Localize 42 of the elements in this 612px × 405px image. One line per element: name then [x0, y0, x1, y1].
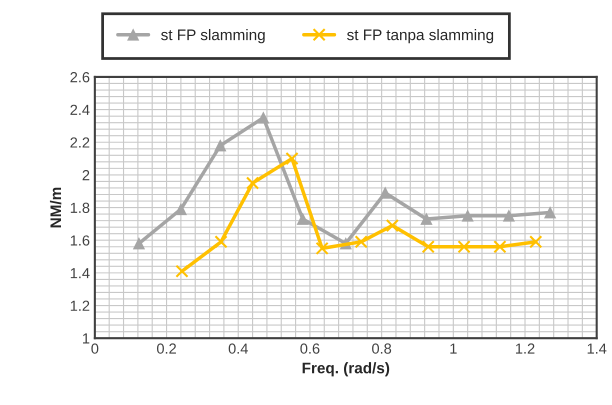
y-tick-label: 2 [82, 170, 90, 180]
point [529, 235, 542, 248]
point [214, 235, 228, 248]
x-tick-label: 0.6 [300, 343, 320, 354]
x-axis-title: Freq. (rad/s) [302, 362, 390, 376]
y-tick-label: 1.8 [70, 202, 90, 213]
point [544, 206, 556, 218]
point [175, 264, 189, 278]
point [285, 152, 299, 166]
y-tick-label: 1 [83, 333, 90, 344]
point [174, 203, 187, 216]
legend-label: st FP tanpa slamming [347, 28, 494, 44]
point [296, 213, 309, 225]
point [462, 210, 474, 222]
x-tick-label: 0.2 [156, 343, 176, 354]
point [422, 240, 435, 254]
point [316, 242, 329, 255]
y-tick-label: 2.2 [70, 137, 90, 148]
y-axis-title: NM/m [50, 188, 62, 228]
x-tick-label: 1.2 [516, 343, 534, 354]
x-tick-label: 0.8 [372, 343, 392, 354]
y-tick-label: 2.4 [70, 104, 90, 115]
legend-label: st FP slamming [161, 28, 265, 44]
point [386, 218, 399, 232]
point [420, 213, 432, 225]
x-tick-label: 0.4 [228, 343, 248, 354]
point [246, 176, 260, 190]
x-tick-label: 1 [450, 344, 457, 354]
y-tick-label: 1.6 [70, 235, 90, 246]
point [133, 238, 145, 250]
x-tick-label: 1.4 [588, 344, 606, 354]
point [257, 112, 270, 124]
point [379, 186, 392, 199]
point [502, 210, 515, 222]
point [493, 240, 507, 254]
y-tick-label: 2.6 [70, 72, 90, 82]
y-tick-label: 1.2 [70, 300, 90, 311]
y-tick-label: 1.4 [70, 268, 90, 278]
point [354, 235, 368, 248]
x-tick-label: 0 [91, 343, 98, 354]
point [214, 140, 226, 152]
point [457, 240, 471, 254]
